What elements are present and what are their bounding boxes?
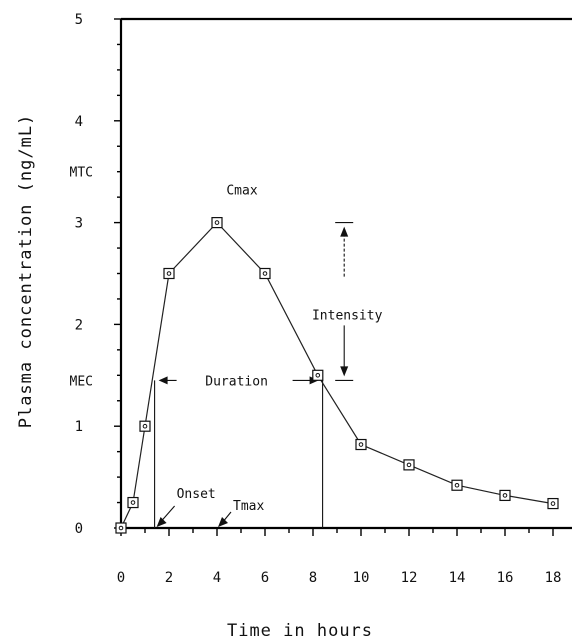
data-point-dot <box>262 271 268 276</box>
x-tick-label: 12 <box>401 570 418 586</box>
data-point <box>127 496 139 509</box>
x-tick-label: 16 <box>497 570 514 586</box>
data-point-dot <box>142 423 148 429</box>
data-point <box>139 420 151 432</box>
series-line <box>120 221 554 529</box>
data-point <box>115 522 127 534</box>
annotation-guides <box>154 222 354 528</box>
duration-arrow-left-head <box>158 376 168 385</box>
tmax-label: Tmax <box>233 499 264 514</box>
mec-label: MEC <box>70 374 93 389</box>
data-point-dot <box>118 525 124 531</box>
data-point <box>451 479 463 491</box>
y-tick-label: 0 <box>75 521 83 537</box>
x-tick-label: 6 <box>261 570 269 586</box>
tmax-arrow-head <box>218 517 228 527</box>
data-point <box>355 438 367 451</box>
y-tick-label: 4 <box>75 114 83 130</box>
onset-label: Onset <box>177 487 216 502</box>
onset-arrow-shaft <box>160 505 176 523</box>
data-point <box>211 217 223 229</box>
y-tick-label: 1 <box>75 419 83 435</box>
x-tick-label: 2 <box>165 570 173 586</box>
data-point <box>499 489 511 502</box>
cmax-label: Cmax <box>226 184 257 199</box>
data-point-dot <box>315 373 321 378</box>
intensity-arrow-down-head <box>340 366 349 377</box>
x-tick-label: 18 <box>545 570 562 586</box>
y-tick-label: 3 <box>75 216 83 232</box>
x-tick-label: 10 <box>353 570 370 586</box>
data-point-dot <box>454 482 460 488</box>
data-point-dot <box>550 501 556 506</box>
y-tick-label: 2 <box>75 317 83 333</box>
data-point <box>163 267 175 280</box>
data-point <box>259 267 271 280</box>
data-point-dot <box>214 220 220 225</box>
data-markers <box>115 217 559 534</box>
x-tick-label: 8 <box>309 570 317 586</box>
data-point-dot <box>166 271 172 276</box>
data-point-dot <box>130 500 136 505</box>
data-point-dot <box>502 493 508 498</box>
axis-ticks <box>114 18 554 536</box>
onset-arrow-head <box>156 517 167 527</box>
y-axis-title: Plasma concentration (ng/mL) <box>16 114 36 429</box>
intensity-arrow-up-head <box>340 226 349 237</box>
data-point <box>312 369 324 381</box>
data-point <box>547 497 559 510</box>
intensity-label: Intensity <box>312 308 383 323</box>
x-tick-label: 14 <box>449 570 466 586</box>
data-point-dot <box>406 462 412 468</box>
data-point <box>403 459 415 471</box>
mtc-label: MTC <box>70 166 93 181</box>
y-tick-label: 5 <box>75 12 83 28</box>
x-axis-title: Time in hours <box>227 621 373 641</box>
duration-label: Duration <box>205 374 268 389</box>
axes <box>119 17 572 530</box>
data-point-dot <box>358 442 364 447</box>
x-tick-label: 0 <box>117 570 125 586</box>
x-tick-label: 4 <box>213 570 221 586</box>
